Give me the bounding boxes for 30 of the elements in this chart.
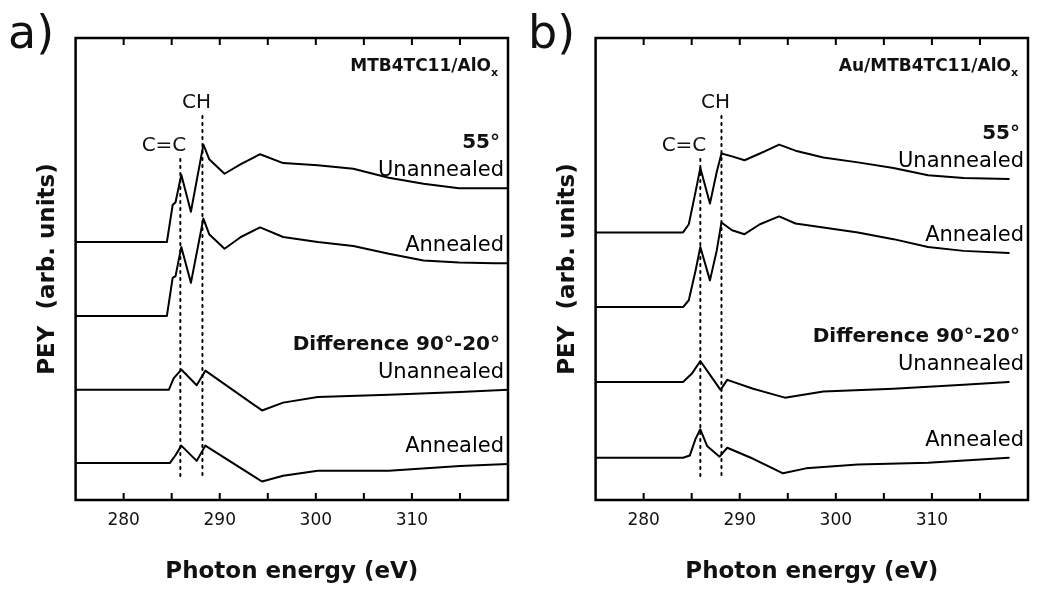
series-label: Annealed [925,426,1024,451]
annotation: 55° [462,129,500,154]
series-label: Unannealed [897,351,1024,376]
x-tick-label: 280 [107,508,140,529]
series-label: Annealed [405,232,504,257]
y-axis-title: PEY (arb. units) [32,163,59,375]
text: a) [8,5,55,59]
text: b) [528,5,576,59]
annotation: Difference 90°-20° [292,330,500,355]
ref-line-label: C=C [661,132,707,156]
x-tick-label: 310 [395,508,429,529]
series-label: Unannealed [897,148,1024,173]
series-label: Unannealed [377,358,504,383]
y-axis-title: PEY (arb. units) [552,163,579,375]
text: 55° [982,120,1020,145]
x-tick-label: 290 [203,508,236,529]
ref-line-label: CH [700,89,730,113]
annotation: Difference 90°-20° [812,323,1020,348]
series-label: Unannealed [377,157,504,182]
x-axis-title: Photon energy (eV) [165,557,419,584]
ref-line-label: C=C [141,132,187,156]
series-label: Annealed [925,222,1024,247]
series-label: Annealed [405,433,504,458]
x-tick-label: 280 [627,508,660,529]
x-tick-label: 310 [915,508,949,529]
ref-line-label: CH [181,89,211,113]
x-tick-label: 300 [299,508,333,529]
x-tick-label: 300 [819,508,853,529]
x-tick-label: 290 [723,508,756,529]
x-axis-title: Photon energy (eV) [685,557,939,584]
